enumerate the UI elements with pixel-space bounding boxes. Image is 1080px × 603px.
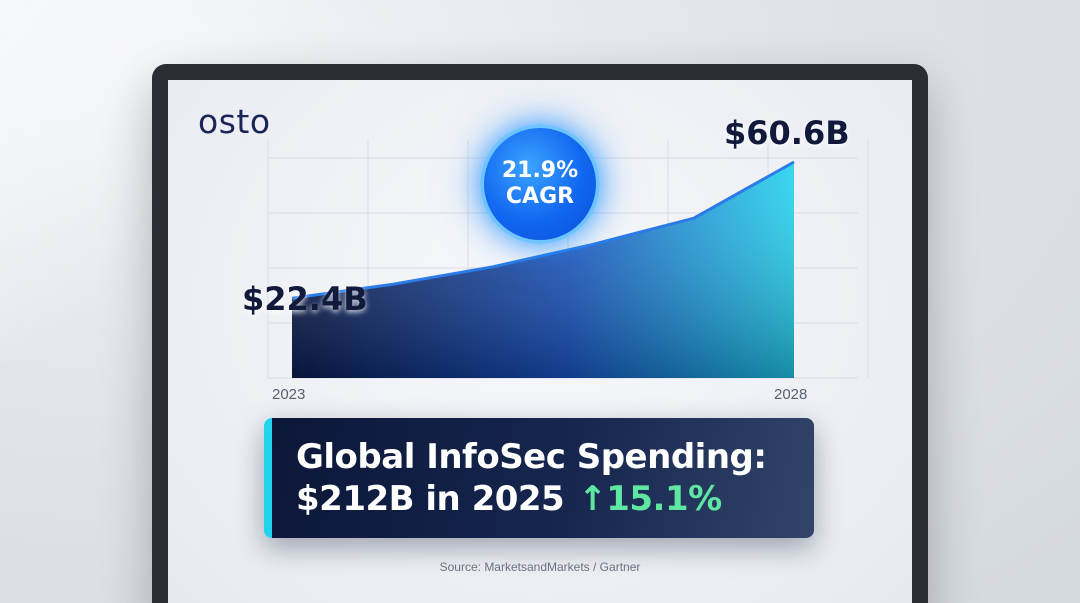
headline-banner: Global InfoSec Spending: $212B in 2025 ↑1… — [264, 418, 814, 538]
monitor-screen: osto $22.4B $60.6B 2023 2028 21.9% CAGR … — [168, 80, 912, 603]
source-note: Source: MarketsandMarkets / Gartner — [439, 560, 641, 574]
series-line — [291, 160, 795, 300]
headline-value: $212B in 2025 — [296, 479, 565, 519]
brand-logo: osto — [198, 102, 271, 141]
spending-area-chart — [267, 140, 869, 379]
x-tick-label: 2023 — [272, 386, 306, 403]
area-shade — [292, 162, 794, 378]
cagr-percent: 21.9% — [501, 158, 579, 183]
cagr-label: CAGR — [505, 184, 575, 209]
cagr-badge: 21.9% CAGR — [480, 124, 600, 244]
end-value-label: $60.6B — [724, 114, 850, 152]
growth-indicator: ↑15.1% — [578, 479, 722, 519]
headline-value-row: $212B in 2025 ↑15.1% — [296, 478, 814, 520]
x-tick-label: 2028 — [774, 386, 808, 403]
headline-title: Global InfoSec Spending: — [296, 437, 767, 477]
start-value-label: $22.4B — [242, 280, 368, 318]
